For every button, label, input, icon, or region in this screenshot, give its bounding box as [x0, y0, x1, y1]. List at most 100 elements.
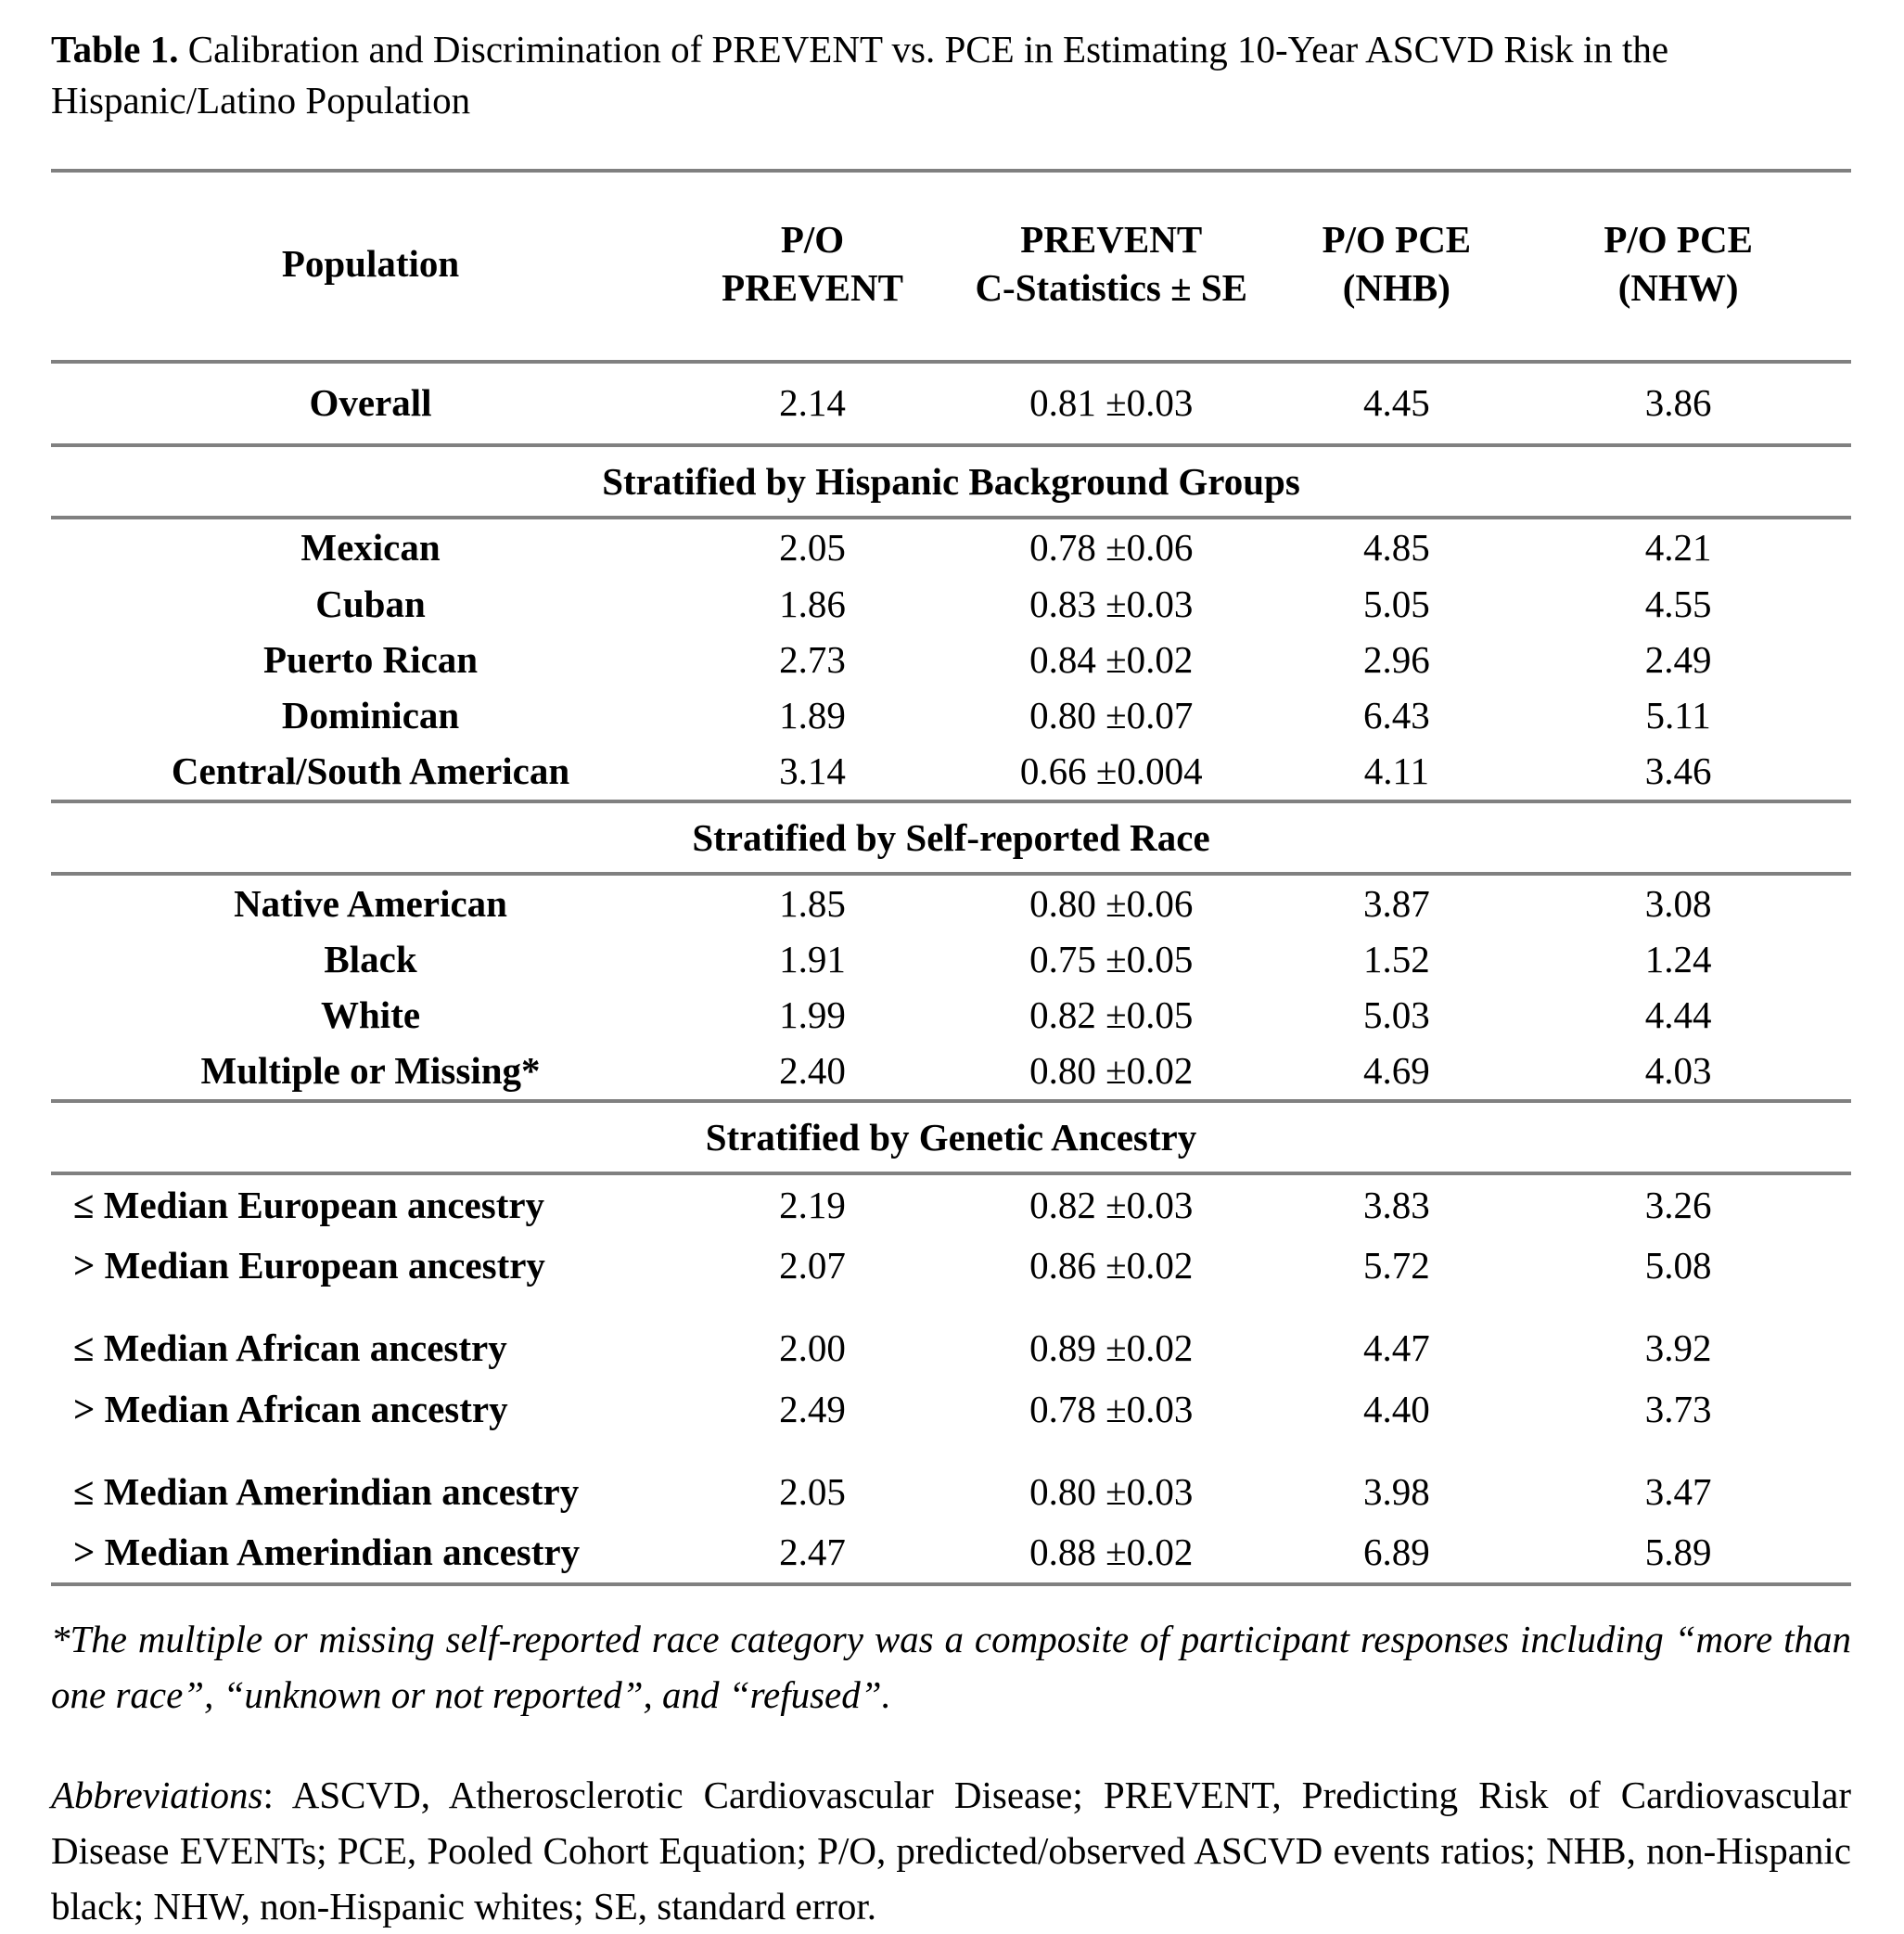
- po-prevent-cell: 1.89: [779, 694, 846, 737]
- table-row: ≤ Median Amerindian ancestry 2.05 0.80 ±…: [51, 1440, 1851, 1522]
- po-prevent-cell: 2.49: [779, 1387, 846, 1430]
- c-statistics-cell: 0.82 ±0.03: [1029, 1183, 1194, 1226]
- pce-nhb-cell: 5.03: [1362, 993, 1430, 1037]
- table-row: > Median Amerindian ancestry 2.47 0.88 ±…: [51, 1522, 1851, 1584]
- row-label-cell: > Median African ancestry: [73, 1387, 508, 1430]
- pce-nhb-cell: 4.47: [1362, 1326, 1430, 1370]
- c-statistics-cell: 0.75 ±0.05: [1029, 937, 1194, 980]
- c-statistics-cell: 0.81 ±0.03: [1029, 381, 1194, 424]
- c-statistics-cell: 0.83 ±0.03: [1029, 582, 1194, 625]
- row-label-cell: Cuban: [315, 582, 426, 625]
- pce-nhw-cell: 5.08: [1644, 1244, 1712, 1287]
- po-prevent-cell: 2.73: [779, 637, 846, 681]
- pce-nhw-cell: 4.44: [1644, 993, 1712, 1037]
- pce-nhw-cell: 4.55: [1644, 582, 1712, 625]
- pce-nhb-cell: 4.69: [1362, 1049, 1430, 1093]
- pce-nhw-cell: 1.24: [1644, 937, 1712, 980]
- row-label-cell: > Median Amerindian ancestry: [73, 1530, 581, 1573]
- row-label-cell: ≤ Median European ancestry: [73, 1183, 545, 1226]
- po-prevent-cell: 1.86: [779, 582, 846, 625]
- row-label-cell: Overall: [309, 381, 432, 424]
- po-prevent-cell: 3.14: [779, 749, 846, 793]
- results-table: Population P/O PREVENT PREVENT C-Statist…: [51, 168, 1851, 1586]
- section-hispanic-rows: Mexican 2.05 0.78 ±0.06 4.85 4.21 Cuban …: [51, 518, 1851, 801]
- section-genetic-header: Stratified by Genetic Ancestry: [51, 1101, 1851, 1173]
- col-header-c-statistics: PREVENT C-Statistics ± SE: [975, 217, 1248, 309]
- pce-nhb-cell: 2.96: [1362, 637, 1430, 681]
- po-prevent-cell: 2.14: [779, 381, 846, 424]
- pce-nhw-cell: 3.08: [1644, 881, 1712, 925]
- abbreviations-label: Abbreviations: [51, 1773, 263, 1816]
- table-row: Overall 2.14 0.81 ±0.03 4.45 3.86: [51, 362, 1851, 445]
- row-label-cell: Mexican: [300, 526, 441, 570]
- section-header-row: Stratified by Genetic Ancestry: [51, 1101, 1851, 1173]
- row-label-cell: ≤ Median African ancestry: [73, 1326, 507, 1370]
- table-header: Population P/O PREVENT PREVENT C-Statist…: [51, 171, 1851, 362]
- row-label-cell: Native American: [234, 881, 507, 925]
- pce-nhw-cell: 4.21: [1644, 526, 1712, 570]
- pce-nhb-cell: 3.83: [1362, 1183, 1430, 1226]
- po-prevent-cell: 2.05: [779, 1469, 846, 1513]
- pce-nhb-cell: 3.87: [1362, 881, 1430, 925]
- section-race-rows: Native American 1.85 0.80 ±0.06 3.87 3.0…: [51, 874, 1851, 1101]
- table-title-text: Calibration and Discrimination of PREVEN…: [51, 28, 1669, 122]
- row-label-cell: Black: [324, 937, 417, 980]
- col-header-pce-nhb: P/O PCE (NHB): [1322, 217, 1472, 309]
- section-hispanic-header: Stratified by Hispanic Background Groups: [51, 445, 1851, 519]
- table-row: Cuban 1.86 0.83 ±0.03 5.05 4.55: [51, 576, 1851, 632]
- c-statistics-cell: 0.82 ±0.05: [1029, 993, 1194, 1037]
- c-statistics-cell: 0.80 ±0.07: [1029, 694, 1194, 737]
- table-row: > Median European ancestry 2.07 0.86 ±0.…: [51, 1236, 1851, 1296]
- pce-nhw-cell: 4.03: [1644, 1049, 1712, 1093]
- table-row: Multiple or Missing* 2.40 0.80 ±0.02 4.6…: [51, 1043, 1851, 1100]
- po-prevent-cell: 2.07: [779, 1244, 846, 1287]
- pce-nhw-cell: 2.49: [1644, 637, 1712, 681]
- pce-nhb-cell: 5.05: [1362, 582, 1430, 625]
- table-row: Native American 1.85 0.80 ±0.06 3.87 3.0…: [51, 874, 1851, 931]
- row-label-cell: White: [321, 993, 421, 1037]
- section-overall: Overall 2.14 0.81 ±0.03 4.45 3.86: [51, 362, 1851, 446]
- pce-nhw-cell: 3.92: [1644, 1326, 1712, 1370]
- po-prevent-cell: 2.00: [779, 1326, 846, 1370]
- col-header-po-prevent: P/O PREVENT: [722, 217, 903, 309]
- po-prevent-cell: 1.99: [779, 993, 846, 1037]
- table-row: Puerto Rican 2.73 0.84 ±0.02 2.96 2.49: [51, 632, 1851, 687]
- po-prevent-cell: 1.91: [779, 937, 846, 980]
- pce-nhb-cell: 3.98: [1362, 1469, 1430, 1513]
- row-label-cell: > Median European ancestry: [73, 1244, 545, 1287]
- pce-nhb-cell: 5.72: [1362, 1244, 1430, 1287]
- c-statistics-cell: 0.78 ±0.06: [1029, 526, 1194, 570]
- section-header-label: Stratified by Self-reported Race: [692, 815, 1210, 859]
- pce-nhw-cell: 3.26: [1644, 1183, 1712, 1226]
- section-header-row: Stratified by Self-reported Race: [51, 801, 1851, 874]
- c-statistics-cell: 0.78 ±0.03: [1029, 1387, 1194, 1430]
- po-prevent-cell: 2.40: [779, 1049, 846, 1093]
- table-row: Mexican 2.05 0.78 ±0.06 4.85 4.21: [51, 518, 1851, 575]
- table-row: Dominican 1.89 0.80 ±0.07 6.43 5.11: [51, 687, 1851, 743]
- table-row: Central/South American 3.14 0.66 ±0.004 …: [51, 743, 1851, 800]
- pce-nhb-cell: 4.85: [1362, 526, 1430, 570]
- c-statistics-cell: 0.66 ±0.004: [1019, 749, 1203, 793]
- c-statistics-cell: 0.80 ±0.06: [1029, 881, 1194, 925]
- po-prevent-cell: 2.05: [779, 526, 846, 570]
- abbreviations-text: : ASCVD, Atherosclerotic Cardiovascular …: [51, 1773, 1851, 1928]
- pce-nhb-cell: 4.40: [1362, 1387, 1430, 1430]
- table-title-label: Table 1.: [51, 28, 179, 70]
- row-label-cell: Dominican: [281, 694, 460, 737]
- pce-nhb-cell: 4.45: [1362, 381, 1430, 424]
- col-header-pce-nhw: P/O PCE (NHW): [1604, 217, 1753, 309]
- row-label-cell: Multiple or Missing*: [200, 1049, 541, 1093]
- c-statistics-cell: 0.84 ±0.02: [1029, 637, 1194, 681]
- pce-nhw-cell: 5.89: [1644, 1530, 1712, 1573]
- section-genetic-rows: ≤ Median European ancestry 2.19 0.82 ±0.…: [51, 1173, 1851, 1585]
- table-row: > Median African ancestry 2.49 0.78 ±0.0…: [51, 1379, 1851, 1440]
- c-statistics-cell: 0.89 ±0.02: [1029, 1326, 1194, 1370]
- table-row: ≤ Median African ancestry 2.00 0.89 ±0.0…: [51, 1296, 1851, 1378]
- pce-nhb-cell: 6.89: [1362, 1530, 1430, 1573]
- row-label-cell: ≤ Median Amerindian ancestry: [73, 1469, 580, 1513]
- table-row: ≤ Median European ancestry 2.19 0.82 ±0.…: [51, 1173, 1851, 1236]
- c-statistics-cell: 0.86 ±0.02: [1029, 1244, 1194, 1287]
- section-race-header: Stratified by Self-reported Race: [51, 801, 1851, 874]
- table-footnote: *The multiple or missing self-reported r…: [51, 1618, 1851, 1717]
- c-statistics-cell: 0.80 ±0.02: [1029, 1049, 1194, 1093]
